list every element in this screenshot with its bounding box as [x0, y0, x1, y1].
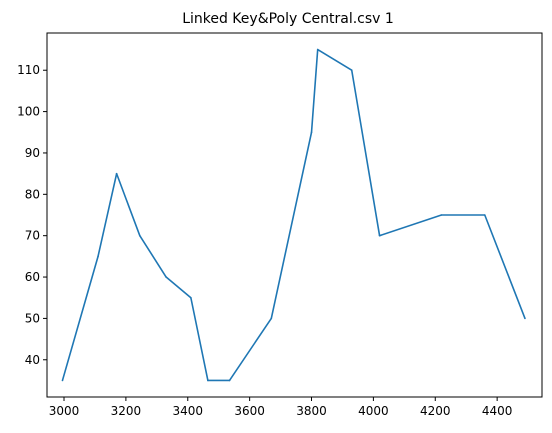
x-tick-label: 4400: [482, 404, 513, 418]
axes-frame: [46, 32, 543, 398]
data-point: [61, 379, 64, 382]
x-tick-label: 4000: [358, 404, 389, 418]
y-tick-label: 70: [25, 229, 40, 243]
data-point: [165, 276, 167, 278]
y-tick-label: 100: [17, 105, 40, 119]
data-point: [190, 296, 192, 299]
data-point: [115, 172, 118, 175]
x-tick-label: 3400: [172, 404, 203, 418]
series-line-1: [61, 48, 526, 382]
y-tick-label: 90: [25, 146, 40, 160]
data-point: [310, 131, 313, 134]
y-tick-label: 50: [25, 311, 40, 325]
data-point: [139, 234, 141, 237]
x-tick-label: 3600: [234, 404, 265, 418]
data-point: [350, 69, 353, 72]
data-point: [270, 317, 273, 320]
x-tick-label: 3000: [49, 404, 80, 418]
x-tick-label: 4200: [420, 404, 451, 418]
x-tick-label: 3200: [111, 404, 142, 418]
x-axis: 3000 3200 3400 3600 3800 4000 4200 4400: [49, 397, 513, 418]
data-point: [378, 234, 381, 237]
y-tick-label: 80: [25, 187, 40, 201]
series-layer: [61, 48, 526, 382]
y-axis: 40 50 60 70 80 90 100 110: [17, 63, 47, 367]
data-point: [228, 379, 231, 382]
chart-title: Linked Key&Poly Central.csv 1: [182, 11, 394, 27]
data-point: [483, 214, 486, 216]
y-tick-label: 110: [17, 63, 40, 77]
data-point: [207, 379, 209, 382]
x-tick-label: 3800: [296, 404, 327, 418]
data-point: [524, 317, 526, 320]
y-tick-label: 40: [25, 353, 40, 367]
data-point: [316, 48, 319, 51]
data-point: [440, 214, 443, 216]
y-tick-label: 60: [25, 270, 40, 284]
data-point: [97, 255, 99, 258]
